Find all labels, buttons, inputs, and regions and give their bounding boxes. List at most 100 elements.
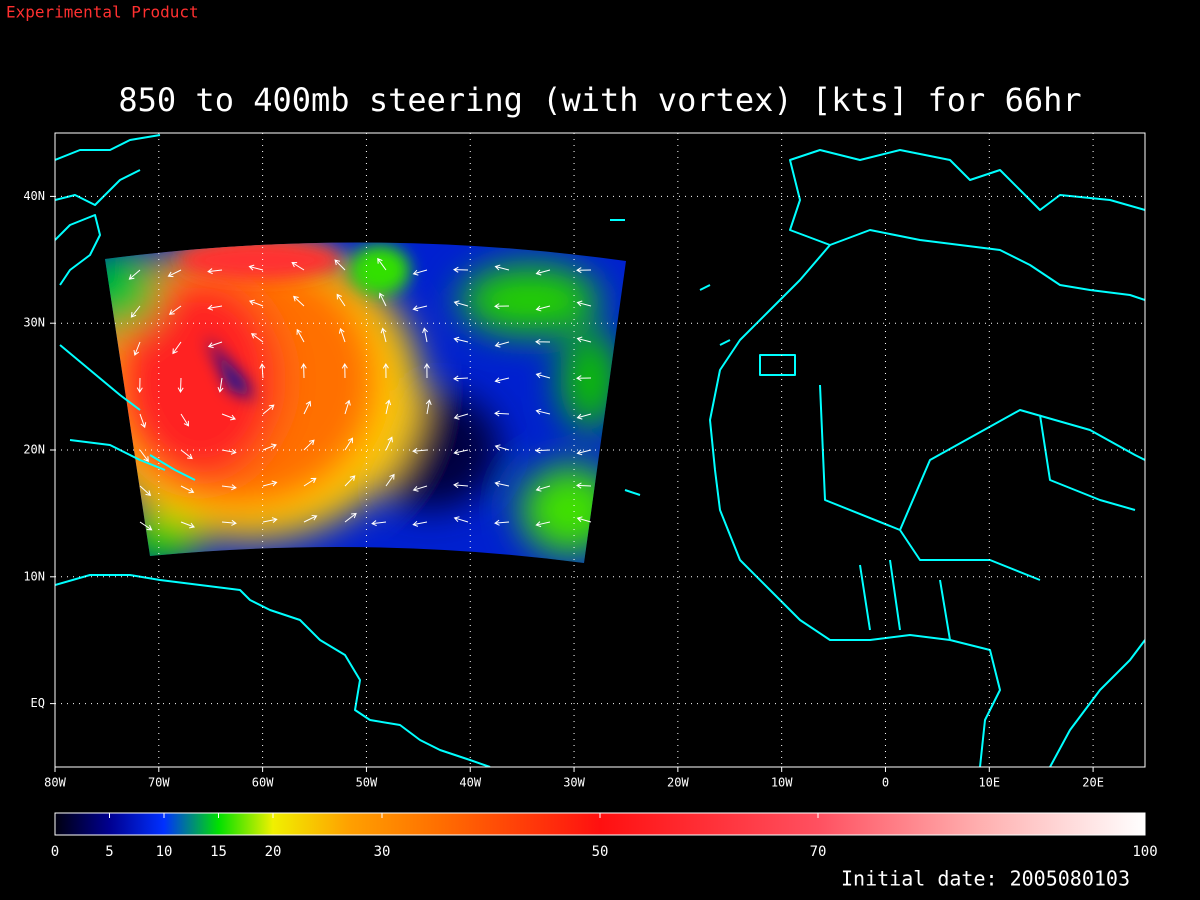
colorbar-tick-label: 5 xyxy=(105,844,113,860)
wind-arrow xyxy=(300,363,307,379)
wind-arrow xyxy=(412,447,428,454)
wind-arrow xyxy=(494,410,510,417)
wind-arrow xyxy=(296,328,305,343)
wind-arrow xyxy=(248,299,264,307)
wind-arrow xyxy=(303,514,318,523)
wind-arrow xyxy=(535,338,551,345)
wind-arrow xyxy=(453,375,469,382)
wind-arrow xyxy=(494,377,510,384)
x-tick-label: 20E xyxy=(1082,776,1104,790)
colorbar-tick-label: 0 xyxy=(51,844,59,860)
wind-arrow xyxy=(334,259,346,271)
colorbar-tick-label: 20 xyxy=(265,844,282,860)
wind-arrow xyxy=(136,377,143,393)
x-tick-label: 40W xyxy=(459,776,481,790)
wind-arrow xyxy=(576,413,592,420)
wind-arrow xyxy=(221,448,237,455)
wind-arrow xyxy=(453,266,469,273)
wind-arrow xyxy=(341,363,348,379)
wind-arrow xyxy=(172,341,182,355)
wind-arrow xyxy=(262,404,275,415)
wind-arrow xyxy=(423,363,430,379)
wind-arrow xyxy=(262,517,278,524)
graticule xyxy=(55,133,1145,767)
x-tick-label: 60W xyxy=(252,776,274,790)
wind-arrow xyxy=(133,341,141,356)
wind-arrow xyxy=(180,521,195,529)
y-tick-label: 20N xyxy=(23,443,45,457)
y-tick-label: 30N xyxy=(23,316,45,330)
colorbar-tick-label: 15 xyxy=(210,844,227,860)
wind-arrow xyxy=(336,293,346,307)
wind-arrow xyxy=(377,257,387,271)
wind-arrow xyxy=(139,413,147,429)
wind-arrow xyxy=(382,363,389,379)
wind-arrow xyxy=(425,399,432,415)
wind-arrow xyxy=(412,520,428,527)
colorbar-tick-label: 10 xyxy=(156,844,173,860)
wind-arrow xyxy=(293,295,305,307)
wind-arrow xyxy=(180,413,189,427)
wind-arrow xyxy=(535,521,551,528)
coastlines xyxy=(55,134,1145,767)
wind-arrow xyxy=(303,439,315,451)
wind-arrow xyxy=(453,300,469,307)
wind-arrow xyxy=(303,477,317,487)
initial-date: Initial date: 2005080103 xyxy=(841,867,1130,891)
wind-arrow xyxy=(453,449,469,456)
wind-arrow xyxy=(576,300,592,307)
wind-arrow xyxy=(262,480,278,487)
colorbar-tick-label: 30 xyxy=(374,844,391,860)
y-tick-label: 10N xyxy=(23,569,45,583)
wind-arrow xyxy=(576,375,592,382)
wind-arrow xyxy=(535,485,551,492)
wind-arrow xyxy=(576,267,592,274)
wind-arrow xyxy=(576,336,592,343)
wind-arrow xyxy=(207,341,223,349)
x-tick-label: 20W xyxy=(667,776,689,790)
x-tick-label: 0 xyxy=(882,776,889,790)
axes: 80W 70W 60W 50W 40W 30W 20W 10W 0 10E 20E EQ 10N 20N 3… xyxy=(23,189,1104,790)
wind-arrow xyxy=(139,449,149,463)
wind-arrow xyxy=(494,264,510,271)
wind-arrow xyxy=(535,372,551,379)
wind-arrow xyxy=(422,327,429,343)
wind-arrow xyxy=(453,413,469,420)
wind-arrow xyxy=(139,521,153,531)
wind-arrow xyxy=(344,475,356,487)
wind-arrow xyxy=(494,444,510,451)
wind-arrow xyxy=(385,399,392,415)
wind-arrow xyxy=(177,377,184,393)
wind-arrow xyxy=(139,485,152,496)
watermark: Experimental Product xyxy=(6,3,199,22)
wind-arrow xyxy=(180,449,193,460)
wind-arrow xyxy=(207,304,223,311)
wind-arrow xyxy=(576,482,592,489)
x-tick-label: 80W xyxy=(44,776,66,790)
wind-arrow xyxy=(167,269,182,278)
colorbar-tick-label: 50 xyxy=(592,844,609,860)
colorbar-tick-label: 100 xyxy=(1132,844,1157,860)
wind-arrow xyxy=(535,408,551,415)
wind-vectors xyxy=(128,257,592,531)
wind-arrow xyxy=(494,303,510,310)
wind-arrow xyxy=(494,480,510,487)
wind-arrow xyxy=(453,336,469,343)
wind-arrow xyxy=(371,520,387,527)
wind-arrow xyxy=(262,443,277,451)
wind-arrow xyxy=(344,512,357,523)
x-tick-label: 70W xyxy=(148,776,170,790)
wind-arrow xyxy=(248,264,264,271)
wind-arrow xyxy=(259,363,266,379)
wind-arrow xyxy=(221,413,236,421)
wind-arrow xyxy=(576,449,592,456)
wind-arrow xyxy=(380,327,387,343)
y-tick-label: EQ xyxy=(31,696,45,710)
wind-arrow xyxy=(303,400,312,415)
colorbar-tick-label: 70 xyxy=(810,844,827,860)
wind-arrow xyxy=(217,377,224,393)
wind-arrow xyxy=(221,519,237,526)
